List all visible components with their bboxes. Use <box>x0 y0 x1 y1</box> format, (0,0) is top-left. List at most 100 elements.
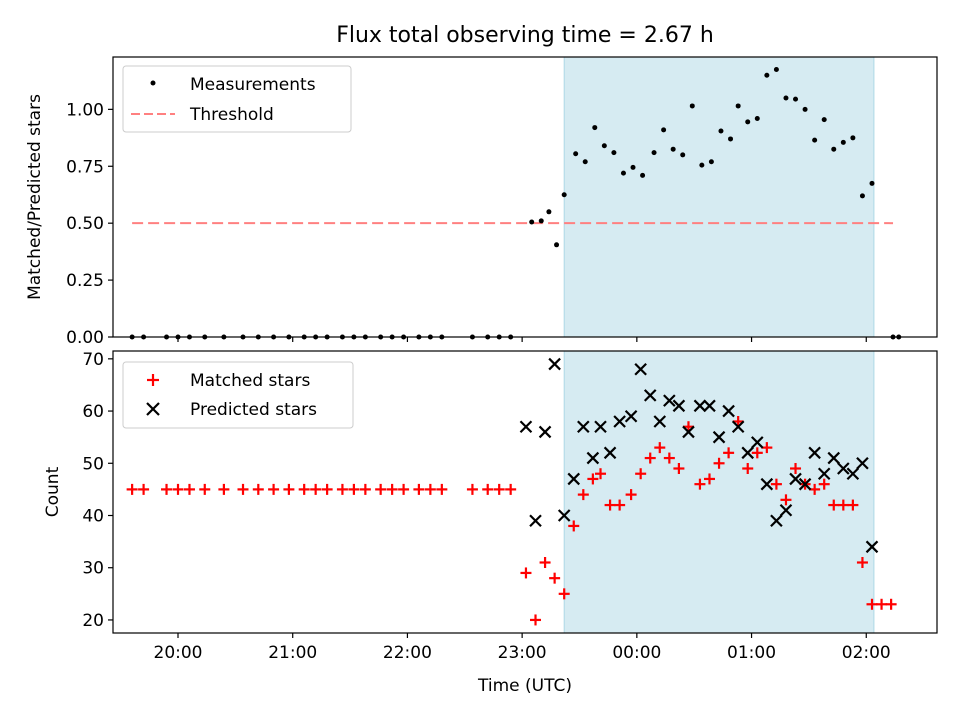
matched-star-point <box>673 463 685 474</box>
measurement-point <box>573 151 579 157</box>
measurement-point <box>661 127 667 133</box>
legend-label-predicted: Predicted stars <box>190 400 317 420</box>
predicted-star-point <box>722 404 735 418</box>
bottom-xtick-label: 22:00 <box>383 643 432 663</box>
measurement-point <box>640 172 646 178</box>
predicted-star-point <box>693 399 707 413</box>
bottom-ytick-label: 30 <box>82 559 104 579</box>
legend-label-measurements: Measurements <box>190 75 316 95</box>
matched-star-point <box>268 483 280 495</box>
legend-label-threshold: Threshold <box>189 105 274 125</box>
top-panel: 0.00 0.25 0.50 0.75 1.00 Matched/Predicted s… <box>25 56 938 348</box>
matched-star-point <box>283 483 295 495</box>
legend-marker-matched <box>147 374 159 386</box>
predicted-star-point <box>798 477 812 491</box>
matched-star-point <box>625 489 637 501</box>
measurement-point <box>859 193 865 199</box>
measurement-point <box>735 103 741 109</box>
matched-star-point <box>568 520 580 532</box>
measurement-point <box>554 242 560 248</box>
matched-star-point <box>183 483 195 495</box>
predicted-star-point <box>770 514 783 528</box>
measurement-point <box>561 192 567 198</box>
matched-star-point <box>595 468 607 480</box>
measurement-point <box>651 150 657 156</box>
predicted-star-point <box>519 420 533 434</box>
matched-star-point <box>482 483 494 495</box>
top-ytick-label: 0.50 <box>66 214 104 234</box>
measurement-point <box>754 115 760 121</box>
matched-star-point <box>751 447 763 459</box>
predicted-star-point <box>817 467 831 481</box>
predicted-star-point <box>703 399 716 413</box>
matched-star-point <box>866 598 878 610</box>
matched-star-point <box>790 463 802 474</box>
top-ytick-label: 1.00 <box>66 100 104 120</box>
chart-title: Flux total observing time = 2.67 h <box>336 23 714 48</box>
measurement-point <box>538 218 544 224</box>
bottom-xtick-label: 01:00 <box>727 643 776 663</box>
bottom-xtick-label: 23:00 <box>498 643 547 663</box>
matched-star-point <box>218 483 230 495</box>
top-ytick-label: 0.25 <box>66 271 104 291</box>
predicted-star-point <box>789 472 802 486</box>
predicted-star-point <box>624 409 638 423</box>
top-legend: Measurements Threshold <box>122 65 352 133</box>
matched-star-point <box>837 499 849 511</box>
matched-star-point <box>161 483 173 495</box>
legend-label-matched: Matched stars <box>190 371 310 391</box>
measurement-point <box>802 106 808 112</box>
matched-star-point <box>723 447 735 459</box>
predicted-star-point <box>682 425 695 439</box>
matched-star-point <box>336 483 348 495</box>
matched-star-point <box>742 463 754 474</box>
measurement-point <box>546 209 552 215</box>
predicted-star-point <box>594 420 607 434</box>
predicted-star-point <box>643 389 657 402</box>
measurement-point <box>869 180 875 186</box>
measurement-point <box>708 159 714 165</box>
measurement-point <box>821 117 827 123</box>
measurement-point <box>773 67 779 73</box>
matched-star-point <box>424 483 436 495</box>
matched-star-point <box>505 483 517 495</box>
predicted-star-point <box>865 540 879 554</box>
matched-star-point <box>199 483 211 495</box>
predicted-star-point <box>846 467 860 481</box>
bottom-ylabel: Count <box>43 466 63 517</box>
predicted-star-point <box>653 415 667 428</box>
bottom-shaded-region <box>563 350 875 634</box>
predicted-star-point <box>672 399 686 413</box>
predicted-star-point <box>856 456 869 470</box>
matched-star-point <box>818 478 830 490</box>
predicted-star-point <box>538 425 552 439</box>
measurement-point <box>745 119 751 125</box>
matched-star-point <box>809 483 821 495</box>
matched-star-point <box>614 499 626 511</box>
top-ytick-label: 0.75 <box>66 157 104 177</box>
predicted-star-point <box>663 394 676 407</box>
measurement-point <box>680 152 686 158</box>
measurement-point <box>592 125 598 131</box>
top-ylabel: Matched/Predicted stars <box>25 94 45 300</box>
top-axes-frame <box>112 56 938 338</box>
measurement-point <box>601 143 607 149</box>
matched-star-point <box>587 473 599 485</box>
predicted-star-point <box>634 362 647 376</box>
measurement-point <box>611 150 617 156</box>
matched-star-point <box>694 478 706 490</box>
matched-star-point <box>703 473 715 485</box>
matched-star-point <box>885 598 897 610</box>
measurement-point <box>529 219 535 225</box>
matched-star-point <box>847 499 859 511</box>
matched-star-point <box>558 588 570 600</box>
top-legend-frame <box>122 65 352 133</box>
bottom-ytick-label: 50 <box>82 454 104 474</box>
matched-star-point <box>549 572 561 584</box>
predicted-star-point <box>548 357 561 371</box>
matched-star-point <box>126 483 138 495</box>
predicted-star-point <box>613 415 626 428</box>
predicted-star-point <box>760 477 774 491</box>
predicted-star-point <box>741 446 755 460</box>
predicted-star-point <box>577 420 590 434</box>
